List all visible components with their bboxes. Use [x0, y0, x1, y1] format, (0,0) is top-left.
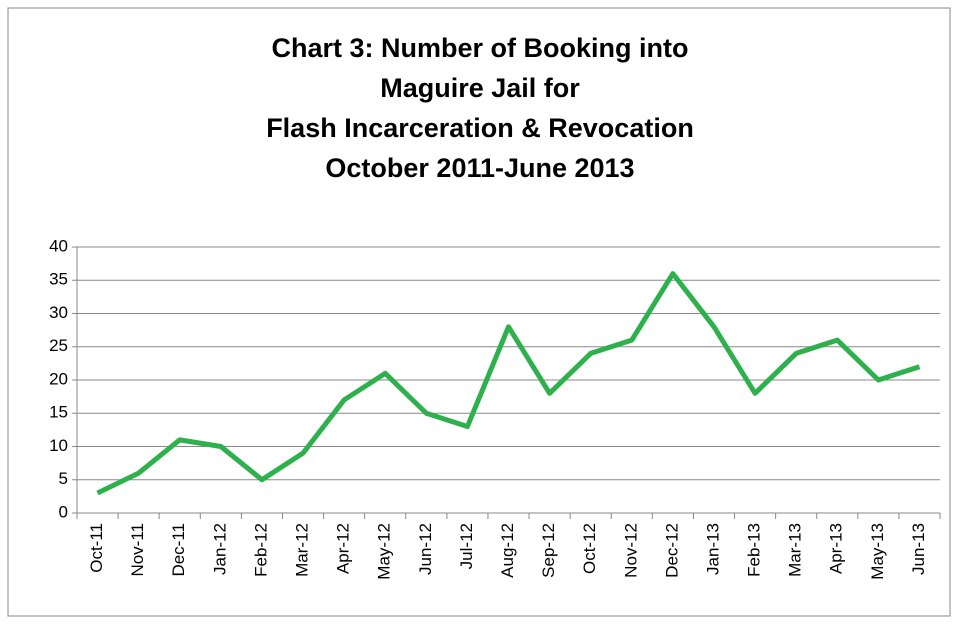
x-tick-label: Mar-13 [786, 523, 805, 577]
y-tick-label: 30 [49, 303, 68, 322]
x-tick-label: Sep-12 [539, 523, 558, 578]
x-tick-label: Feb-13 [745, 523, 764, 577]
y-tick-label: 5 [59, 469, 68, 488]
chart-title: Chart 3: Number of Booking into [272, 33, 689, 63]
x-tick-label: Jun-12 [416, 523, 435, 575]
x-tick-label: Jun-13 [909, 523, 928, 575]
x-tick-label: Mar-12 [293, 523, 312, 577]
chart-border [7, 7, 951, 617]
x-tick-label: Feb-12 [251, 523, 270, 577]
x-tick-label: Oct-11 [87, 523, 106, 573]
y-tick-label: 25 [49, 336, 68, 355]
y-tick-label: 35 [49, 270, 68, 289]
x-tick-label: Oct-12 [580, 523, 599, 574]
x-tick-label: Dec-11 [169, 523, 188, 577]
x-tick-label: Dec-12 [662, 523, 681, 578]
y-tick-label: 40 [49, 236, 68, 255]
chart-title: October 2011-June 2013 [325, 153, 634, 183]
chart-title: Flash Incarceration & Revocation [266, 113, 694, 143]
line-series [96, 271, 921, 496]
x-tick-label: May-12 [375, 523, 394, 580]
y-tick-label: 20 [49, 369, 68, 388]
y-tick-label: 0 [59, 502, 68, 521]
x-tick-label: Apr-12 [334, 523, 353, 574]
x-tick-label: Nov-12 [621, 523, 640, 578]
x-tick-label: May-13 [868, 523, 887, 580]
x-tick-label: Aug-12 [498, 523, 517, 578]
x-tick-label: Jan-13 [703, 523, 722, 575]
x-tick-label: Jul-12 [457, 523, 476, 569]
x-tick-label: Apr-13 [827, 523, 846, 574]
x-tick-label: Nov-11 [128, 523, 147, 577]
y-tick-label: 15 [49, 403, 68, 422]
y-tick-label: 10 [49, 436, 68, 455]
chart-title: Maguire Jail for [380, 73, 580, 103]
x-tick-label: Jan-12 [210, 523, 229, 575]
